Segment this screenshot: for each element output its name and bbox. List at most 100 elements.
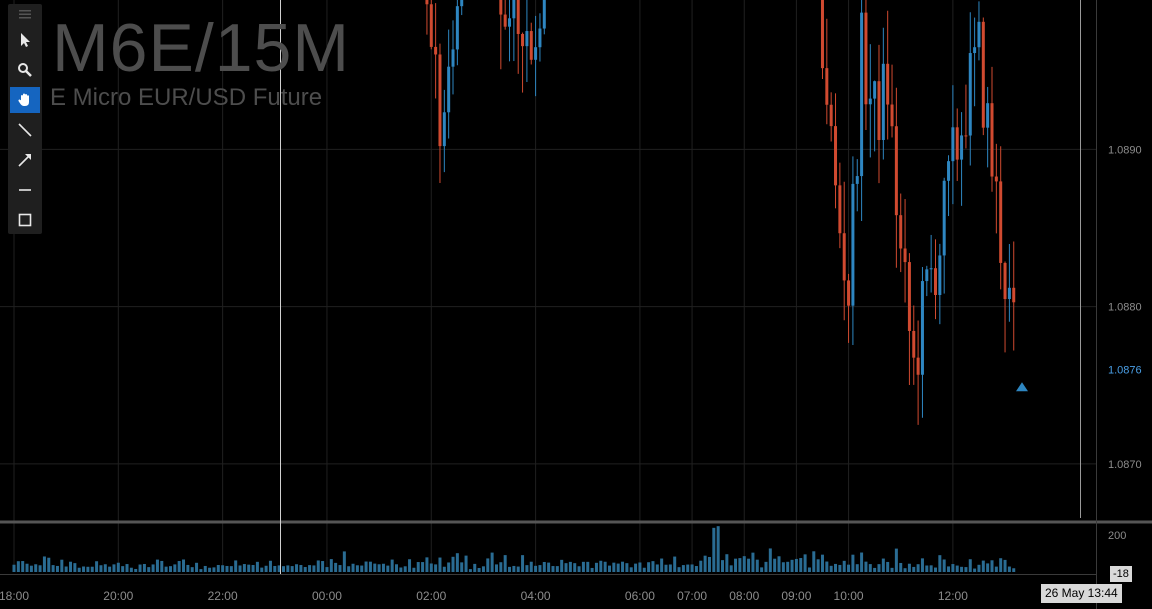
volume-bar xyxy=(103,564,107,572)
volume-bar xyxy=(986,563,990,572)
volume-bar xyxy=(920,558,924,572)
volume-bar xyxy=(868,564,872,572)
candle xyxy=(986,86,990,168)
last-price-label: 1.0876 xyxy=(1108,364,1142,376)
candle-body xyxy=(1003,262,1007,300)
candle xyxy=(521,32,525,93)
candle-body xyxy=(434,46,438,55)
zoom-icon[interactable] xyxy=(10,57,40,83)
candle xyxy=(434,3,438,99)
line-tool-icon[interactable] xyxy=(10,117,40,143)
candle-body xyxy=(516,0,520,34)
volume-bar xyxy=(186,564,190,572)
volume-bar xyxy=(1012,568,1016,572)
volume-bar xyxy=(521,555,525,572)
volume-bar xyxy=(807,567,811,572)
candle xyxy=(503,0,507,30)
buy-marker xyxy=(1015,382,1028,392)
pointer-icon[interactable] xyxy=(10,27,40,53)
volume-bar xyxy=(208,567,212,572)
menu-icon[interactable] xyxy=(10,4,40,24)
volume-bar xyxy=(977,564,981,572)
rectangle-tool-icon[interactable] xyxy=(10,207,40,233)
candle xyxy=(820,0,824,79)
volume-bar xyxy=(603,561,607,572)
instrument-name: E Micro EUR/USD Future xyxy=(50,84,323,111)
volume-bar xyxy=(547,562,551,572)
volume-bar xyxy=(368,561,372,572)
volume-bar xyxy=(481,566,485,572)
volume-bar xyxy=(268,560,272,572)
volume-bar xyxy=(1003,559,1007,572)
volume-bar xyxy=(251,565,255,572)
candle-body xyxy=(1007,287,1011,300)
volume-bar xyxy=(712,527,716,572)
volume-bar xyxy=(473,563,477,572)
candle xyxy=(947,155,951,217)
volume-bar xyxy=(599,560,603,572)
candle xyxy=(881,27,885,160)
candle xyxy=(425,0,429,35)
candle-body xyxy=(860,12,864,177)
candle-body xyxy=(981,21,985,128)
candle-body xyxy=(429,4,433,47)
volume-bar xyxy=(508,566,512,572)
candle xyxy=(842,181,846,321)
volume-bar xyxy=(573,563,577,572)
candle xyxy=(942,177,946,294)
candle xyxy=(512,0,516,62)
volume-bar xyxy=(225,565,229,572)
volume-bar xyxy=(147,567,151,572)
candle xyxy=(438,43,442,183)
candle xyxy=(877,44,881,184)
candle xyxy=(1007,243,1011,322)
volume-bar xyxy=(260,567,264,572)
arrow-tool-icon[interactable] xyxy=(10,147,40,173)
volume-bar xyxy=(321,561,325,572)
volume-bar xyxy=(747,558,751,572)
candle xyxy=(912,305,916,385)
volume-bar xyxy=(455,553,459,572)
volume-bar xyxy=(403,566,407,572)
drawing-toolbar xyxy=(8,4,42,234)
time-axis: 18:00 20:00 22:00 00:00 02:00 04:00 06:00 07:00… xyxy=(0,589,968,603)
candle-body xyxy=(864,12,868,105)
candle xyxy=(907,253,911,385)
candle-body xyxy=(873,81,877,99)
volume-bar xyxy=(916,564,920,572)
candle xyxy=(542,0,546,35)
horizontal-line-icon[interactable] xyxy=(10,177,40,203)
volume-bar xyxy=(655,564,659,572)
volume-bar xyxy=(116,562,120,572)
volume-bar xyxy=(142,563,146,572)
volume-bar xyxy=(95,561,99,572)
candle xyxy=(868,44,872,158)
time-tick-label: 06:00 xyxy=(625,589,655,603)
volume-bar xyxy=(660,558,664,572)
volume-bar xyxy=(707,556,711,572)
volume-bar xyxy=(725,554,729,572)
volume-bar xyxy=(803,554,807,572)
volume-bar xyxy=(438,557,442,572)
volume-bar xyxy=(694,566,698,572)
volume-bar xyxy=(942,559,946,572)
volume-bar xyxy=(960,566,964,572)
volume-bar xyxy=(108,566,112,572)
volume-bar xyxy=(160,560,164,572)
candle-body xyxy=(451,49,455,67)
volume-bar xyxy=(677,567,681,572)
volume-bar xyxy=(173,564,177,572)
volume-bar xyxy=(681,565,685,572)
time-tick-label: 18:00 xyxy=(0,589,29,603)
candle-body xyxy=(508,18,512,27)
candle xyxy=(916,320,920,425)
volume-bar xyxy=(21,561,25,572)
volume-bar xyxy=(273,565,277,572)
candle xyxy=(968,12,972,166)
volume-bar xyxy=(29,565,33,572)
hand-pan-icon[interactable] xyxy=(10,87,40,113)
volume-bar xyxy=(690,564,694,572)
volume-bar xyxy=(90,566,94,572)
candle xyxy=(838,162,842,249)
